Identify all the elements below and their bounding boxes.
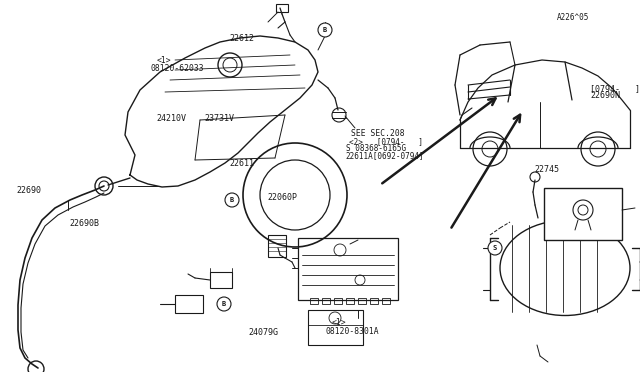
Text: 23731V: 23731V xyxy=(205,114,235,123)
Text: 22060P: 22060P xyxy=(268,193,298,202)
Bar xyxy=(382,298,390,304)
Text: 08120-8301A: 08120-8301A xyxy=(325,327,379,336)
Text: S 08368-6165G: S 08368-6165G xyxy=(346,144,406,153)
Text: 22690B: 22690B xyxy=(69,219,99,228)
Text: [0794-   ]: [0794- ] xyxy=(590,84,640,93)
Text: B: B xyxy=(323,27,327,33)
Circle shape xyxy=(217,297,231,311)
Bar xyxy=(370,298,378,304)
Text: 22612: 22612 xyxy=(229,34,254,43)
Text: <2>   [0794-   ]: <2> [0794- ] xyxy=(349,138,423,147)
Bar xyxy=(310,298,318,304)
Circle shape xyxy=(573,200,593,220)
Text: B: B xyxy=(222,301,226,307)
Text: 22690: 22690 xyxy=(17,186,42,195)
Text: 22745: 22745 xyxy=(534,165,560,174)
Text: 22690N: 22690N xyxy=(590,92,620,100)
Text: 24210V: 24210V xyxy=(157,114,187,123)
Text: 22611A[0692-0794]: 22611A[0692-0794] xyxy=(346,151,424,160)
Text: S: S xyxy=(493,245,497,251)
Circle shape xyxy=(318,23,332,37)
Text: B: B xyxy=(230,197,234,203)
Circle shape xyxy=(488,241,502,255)
Text: 22611: 22611 xyxy=(229,159,254,168)
Text: <1>: <1> xyxy=(157,56,172,65)
Bar xyxy=(334,298,342,304)
Bar xyxy=(346,298,354,304)
Text: 24079G: 24079G xyxy=(248,328,278,337)
Bar xyxy=(358,298,366,304)
Bar xyxy=(308,310,363,345)
Text: A226^05: A226^05 xyxy=(556,13,589,22)
Circle shape xyxy=(225,193,239,207)
Text: <1>: <1> xyxy=(332,318,346,327)
Text: SEE SEC.208: SEE SEC.208 xyxy=(351,129,404,138)
Text: 08120-62033: 08120-62033 xyxy=(150,64,204,73)
Bar xyxy=(544,188,622,240)
Bar xyxy=(298,238,398,300)
Bar xyxy=(322,298,330,304)
